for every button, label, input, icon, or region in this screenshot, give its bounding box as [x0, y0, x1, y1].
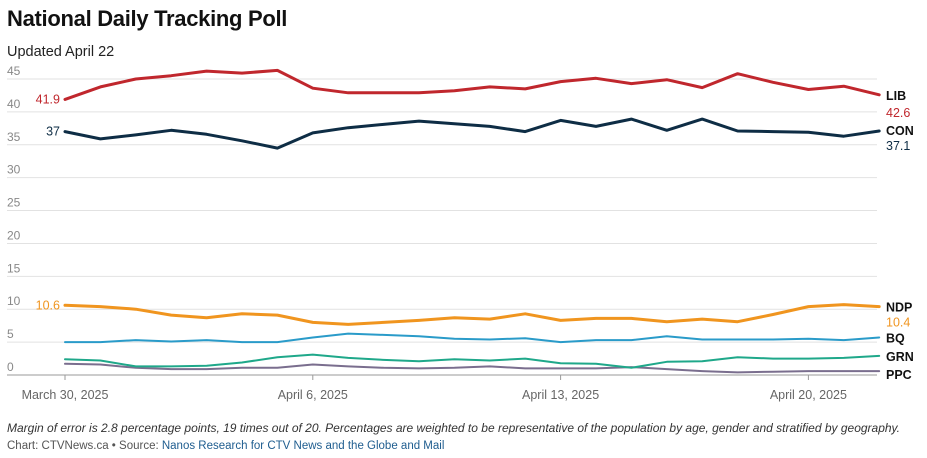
- y-tick-label: 10: [7, 294, 21, 308]
- end-value-con: 37.1: [886, 139, 910, 153]
- margin-of-error-note: Margin of error is 2.8 percentage points…: [7, 421, 901, 435]
- y-tick-label: 25: [7, 196, 21, 210]
- series-name-lib: LIB: [886, 89, 906, 103]
- x-tick-label: April 20, 2025: [770, 388, 847, 402]
- series-name-grn: GRN: [886, 350, 914, 364]
- y-tick-label: 5: [7, 327, 14, 341]
- y-tick-label: 40: [7, 97, 21, 111]
- x-tick-label: March 30, 2025: [22, 388, 109, 402]
- series-line-ndp: [63, 303, 881, 326]
- source-link[interactable]: Nanos Research for CTV News and the Glob…: [161, 440, 445, 452]
- y-axis-ticks: 0 5 10 15 20 25 30 35 40 45: [7, 64, 21, 374]
- y-tick-label: 15: [7, 261, 21, 275]
- grid-layer: [7, 78, 877, 376]
- series-name-ppc: PPC: [886, 368, 912, 382]
- series-name-bq: BQ: [886, 332, 905, 346]
- x-tick-label: April 13, 2025: [522, 388, 599, 402]
- end-value-ndp: 10.4: [886, 316, 910, 330]
- y-tick-label: 35: [7, 130, 21, 144]
- series-line-grn: [64, 353, 881, 369]
- chart-subtitle: Updated April 22: [7, 44, 115, 60]
- y-tick-label: 30: [7, 163, 21, 177]
- credit-prefix: Chart: CTVNews.ca • Source:: [7, 440, 162, 452]
- y-tick-label: 45: [7, 64, 21, 78]
- start-value-ndp: 10.6: [36, 298, 60, 312]
- end-value-lib: 42.6: [886, 106, 910, 120]
- y-tick-label: 0: [7, 360, 14, 374]
- y-tick-label: 20: [7, 228, 21, 242]
- series-lines: [63, 68, 881, 374]
- start-value-lib: 41.9: [36, 92, 60, 106]
- series-line-bq: [64, 332, 881, 344]
- x-tick-label: April 6, 2025: [278, 388, 348, 402]
- x-axis-ticks: March 30, 2025 April 6, 2025 April 13, 202…: [22, 375, 847, 402]
- series-name-con: CON: [886, 124, 914, 138]
- series-line-lib: [63, 68, 881, 101]
- series-line-ppc: [64, 362, 881, 374]
- chart-title: National Daily Tracking Poll: [7, 6, 288, 31]
- series-name-ndp: NDP: [886, 301, 912, 315]
- series-line-con: [63, 117, 881, 150]
- chart-credit: Chart: CTVNews.ca • Source: Nanos Resear…: [7, 440, 444, 452]
- start-value-con: 37: [46, 125, 60, 139]
